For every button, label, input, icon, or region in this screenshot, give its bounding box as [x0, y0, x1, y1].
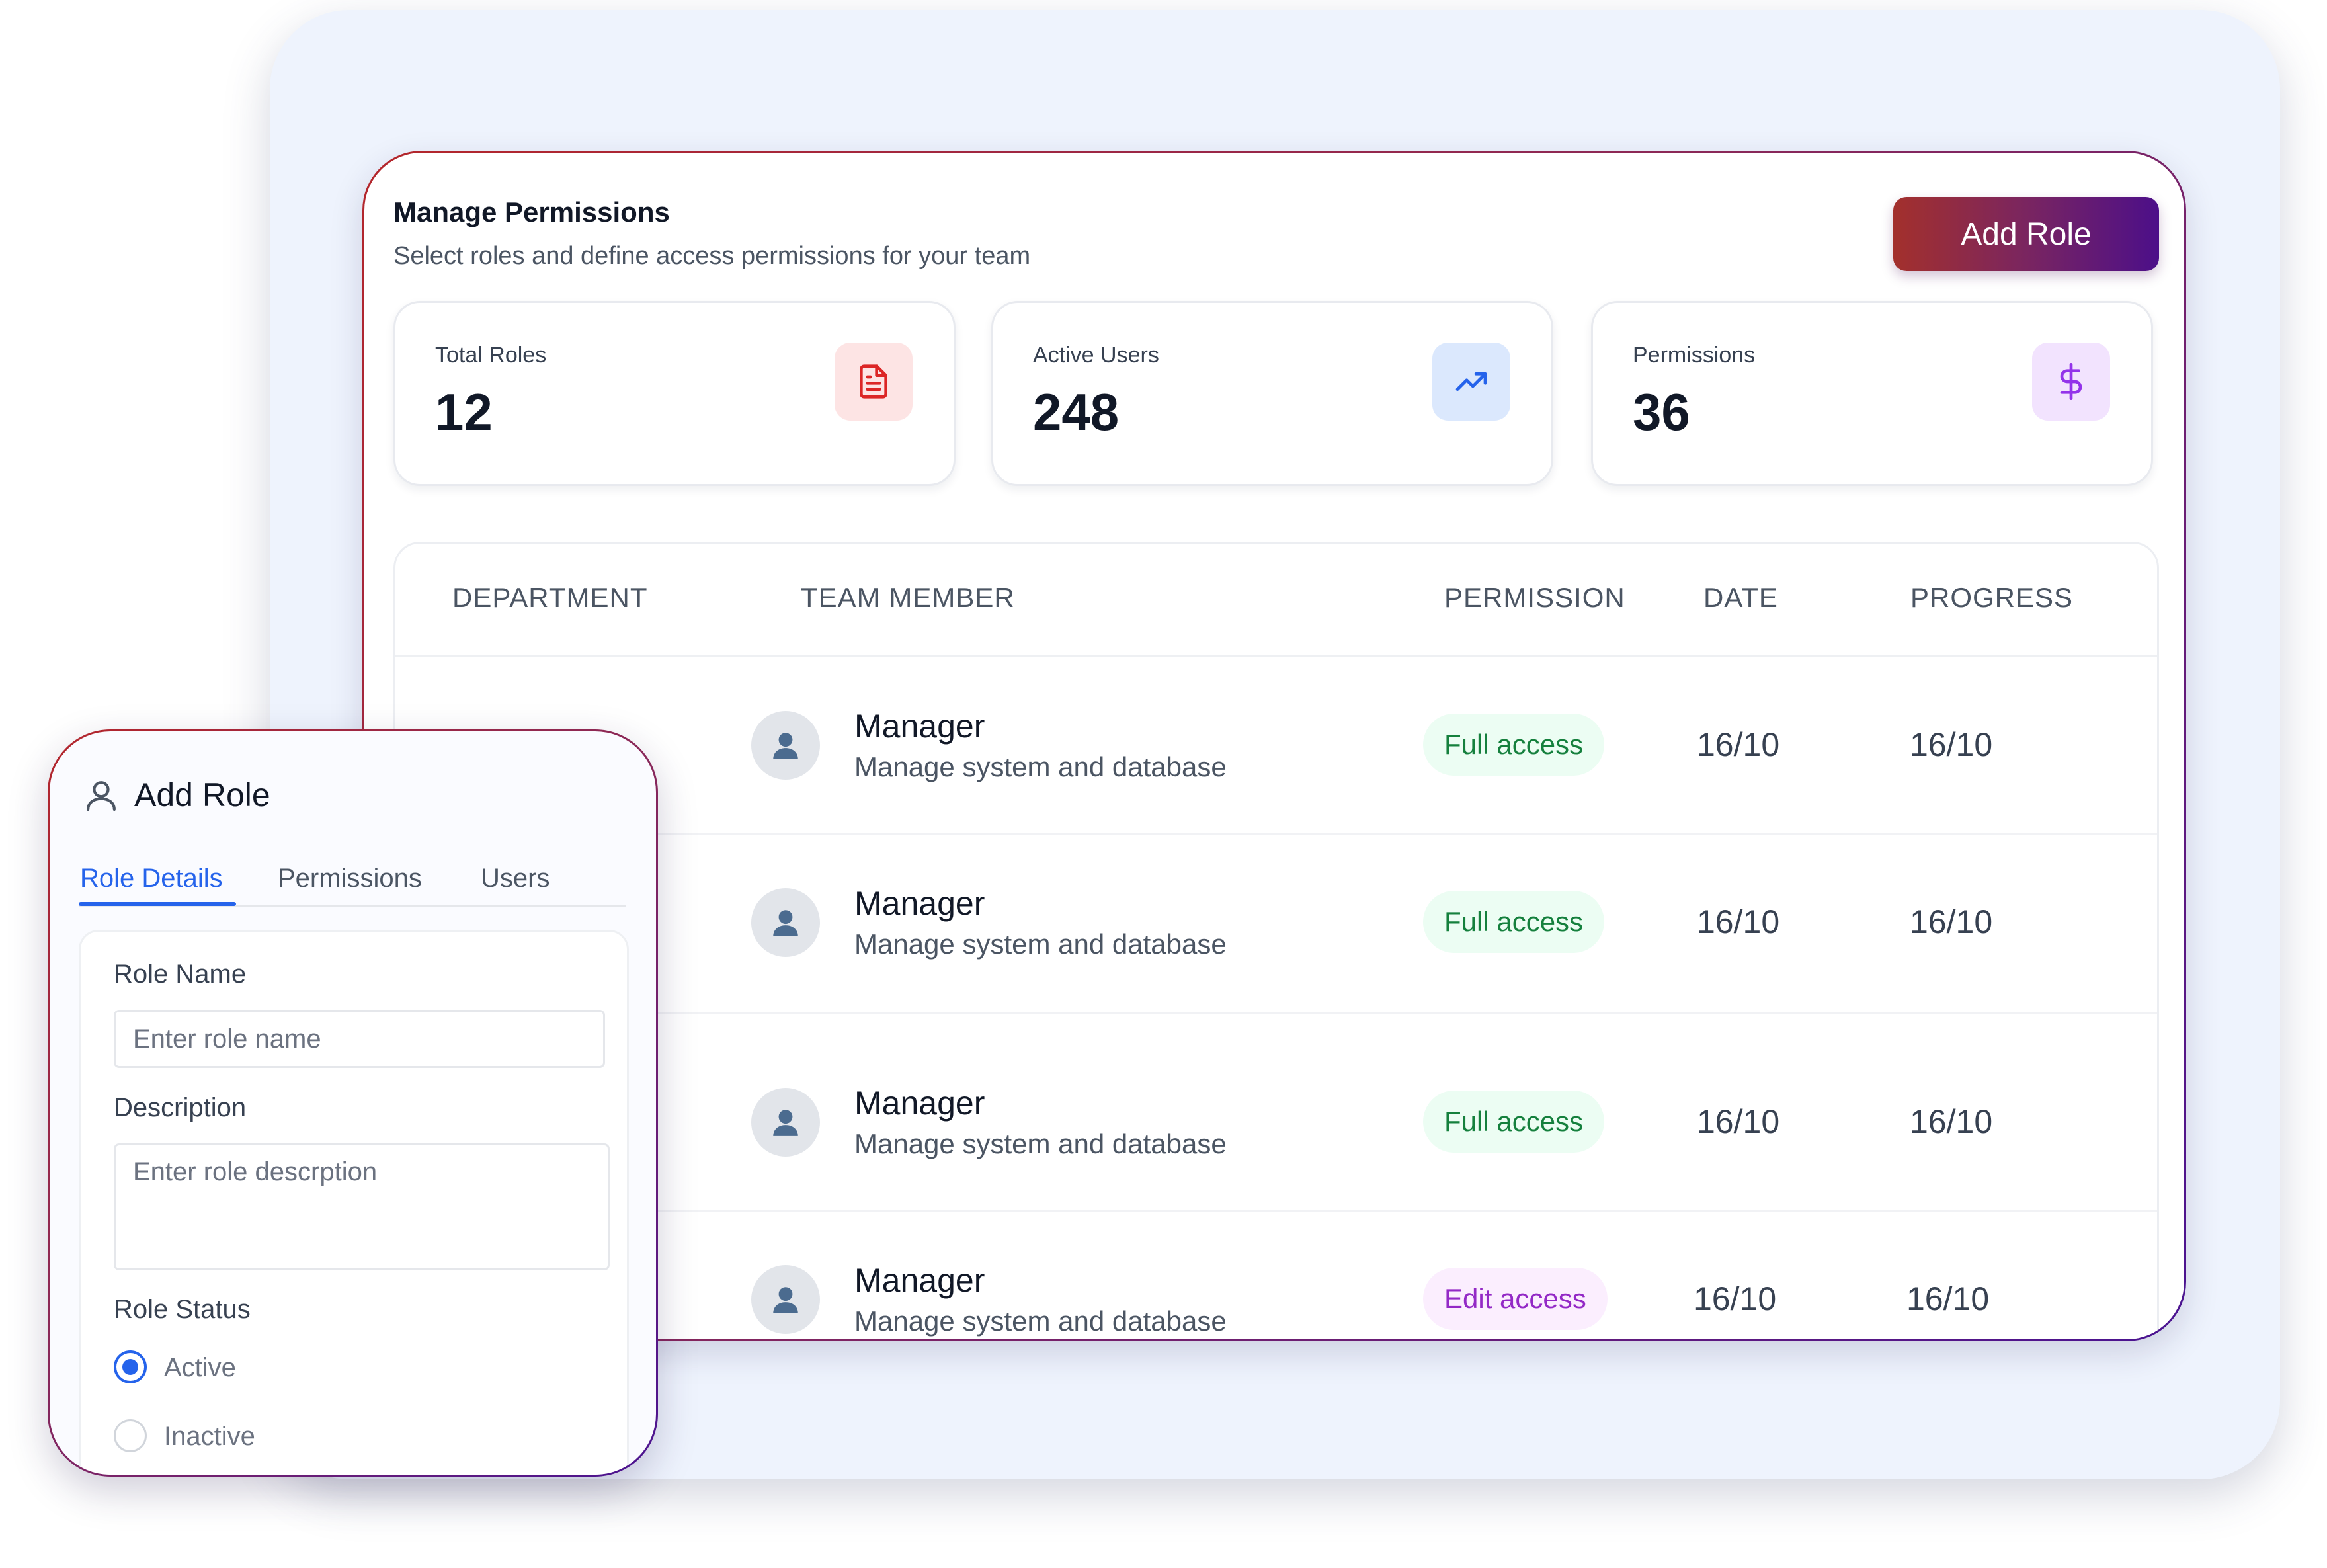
tab-permissions[interactable]: Permissions [278, 864, 422, 893]
stat-value: 36 [1633, 383, 1690, 441]
description-textarea[interactable] [114, 1143, 610, 1270]
status-active-label[interactable]: Active [164, 1353, 236, 1382]
member-description: Manage system and database [854, 751, 1227, 782]
member-name: Manager [854, 885, 985, 922]
permission-badge: Edit access [1423, 1268, 1608, 1330]
active-tab-indicator [79, 902, 236, 906]
header-divider [395, 655, 2157, 657]
avatar [751, 1265, 820, 1334]
dollar-icon [2032, 343, 2110, 421]
column-header-department[interactable]: DEPARTMENT [452, 582, 648, 613]
add-role-button[interactable]: Add Role [1893, 197, 2159, 271]
member-description: Manage system and database [854, 1305, 1227, 1337]
stat-card-permissions: Permissions 36 [1591, 301, 2153, 486]
progress-cell: 16/10 [1910, 903, 1993, 940]
stat-label: Active Users [1033, 343, 1159, 368]
avatar [751, 1088, 820, 1157]
avatar [751, 888, 820, 957]
column-header-progress[interactable]: PROGRESS [1910, 582, 2074, 613]
member-description: Manage system and database [854, 1128, 1227, 1159]
member-name: Manager [854, 1262, 985, 1299]
avatar [751, 711, 820, 780]
add-role-modal-border: Add Role Role Details Permissions Users … [48, 729, 658, 1477]
progress-cell: 16/10 [1906, 1280, 1990, 1317]
permissions-panel-border: Manage Permissions Select roles and defi… [362, 151, 2186, 1341]
date-cell: 16/10 [1697, 1103, 1780, 1140]
member-description: Manage system and database [854, 928, 1227, 960]
table-row[interactable]: Manager Manage system and database Full … [395, 657, 2157, 835]
document-icon [835, 343, 913, 421]
modal-title: Add Role [134, 776, 270, 813]
trending-up-icon [1432, 343, 1510, 421]
permission-badge: Full access [1423, 714, 1605, 776]
status-inactive-radio[interactable] [114, 1419, 147, 1452]
progress-cell: 16/10 [1910, 1103, 1993, 1140]
member-name: Manager [854, 1085, 985, 1122]
table-row[interactable]: Manager Manage system and database Full … [395, 835, 2157, 1014]
permission-badge: Full access [1423, 891, 1605, 953]
column-header-date[interactable]: DATE [1703, 582, 1778, 613]
table-row[interactable]: Manager Manage system and database Edit … [395, 1212, 2157, 1339]
role-status-label: Role Status [114, 1295, 251, 1324]
stat-card-total-roles: Total Roles 12 [393, 301, 956, 486]
permissions-table: DEPARTMENT TEAM MEMBER PERMISSION DATE P… [393, 542, 2159, 1339]
status-active-radio[interactable] [114, 1350, 147, 1383]
user-icon [87, 781, 116, 811]
tabs-divider [79, 905, 626, 907]
status-inactive-label[interactable]: Inactive [164, 1422, 255, 1451]
stat-label: Total Roles [435, 343, 547, 368]
add-role-modal: Add Role Role Details Permissions Users … [50, 731, 656, 1475]
date-cell: 16/10 [1697, 903, 1780, 940]
permission-badge: Full access [1423, 1091, 1605, 1153]
role-name-input[interactable] [114, 1010, 605, 1068]
description-label: Description [114, 1093, 247, 1122]
member-name: Manager [854, 708, 985, 745]
column-header-permission[interactable]: PERMISSION [1444, 582, 1625, 613]
progress-cell: 16/10 [1910, 726, 1993, 763]
tab-users[interactable]: Users [481, 864, 550, 893]
date-cell: 16/10 [1694, 1280, 1777, 1317]
page-title: Manage Permissions [393, 196, 670, 227]
table-row[interactable]: Manager Manage system and database Full … [395, 1014, 2157, 1212]
tab-role-details[interactable]: Role Details [80, 864, 223, 893]
stat-value: 248 [1033, 383, 1120, 441]
stat-card-active-users: Active Users 248 [991, 301, 1553, 486]
stat-label: Permissions [1633, 343, 1756, 368]
role-name-label: Role Name [114, 960, 247, 989]
role-details-form: Role Name Description Role Status Active… [79, 930, 629, 1475]
date-cell: 16/10 [1697, 726, 1780, 763]
column-header-team-member[interactable]: TEAM MEMBER [801, 582, 1015, 613]
stat-value: 12 [435, 383, 493, 441]
permissions-panel: Manage Permissions Select roles and defi… [364, 153, 2184, 1339]
page-subtitle: Select roles and define access permissio… [393, 242, 1031, 270]
